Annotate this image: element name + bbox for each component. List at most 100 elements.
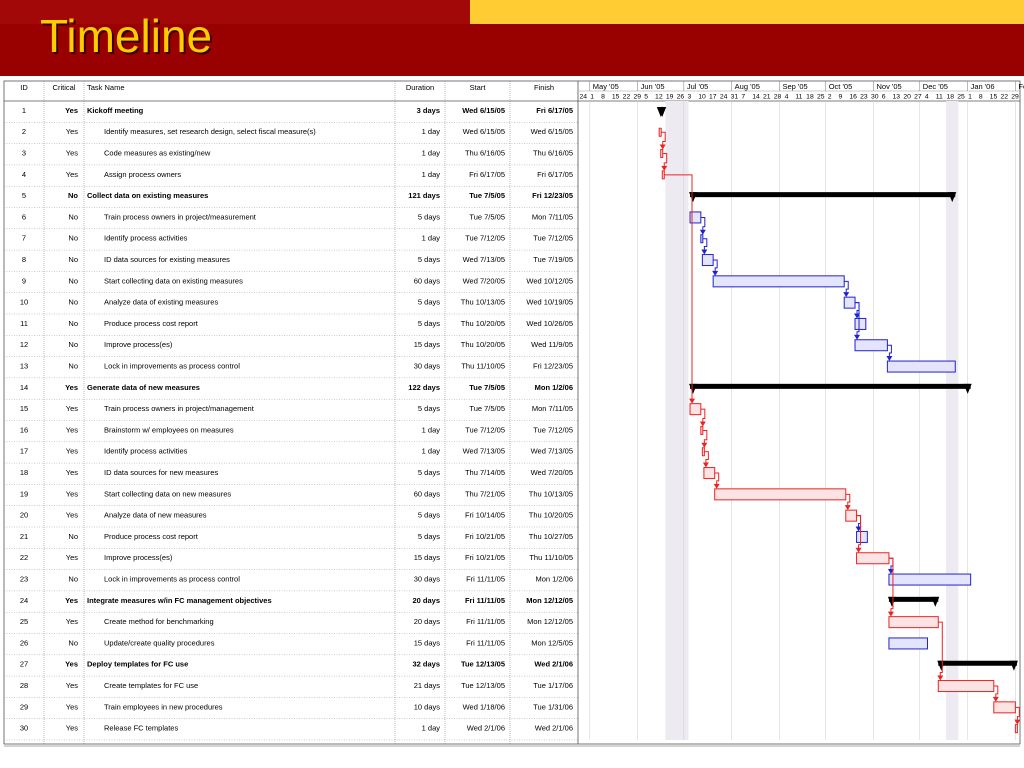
week-label: 8	[979, 94, 983, 101]
task-bar	[712, 275, 845, 288]
dependency-arrowhead	[701, 249, 708, 255]
task-start: Fri 11/11/05	[466, 617, 505, 626]
task-id: 2	[22, 127, 26, 136]
task-name: Improve process(es)	[104, 340, 173, 349]
week-label: 21	[763, 94, 771, 101]
task-start: Fri 10/21/05	[465, 532, 505, 541]
task-start: Thu 10/13/05	[461, 298, 505, 307]
month-label: Oct '05	[829, 82, 853, 91]
dependency-link	[662, 153, 668, 167]
week-label: 23	[860, 94, 868, 101]
summary-bar	[938, 660, 1017, 666]
week-label: 30	[871, 94, 879, 101]
month-label: Aug '05	[735, 82, 760, 91]
task-duration: 60 days	[414, 489, 441, 498]
task-duration: 15 days	[414, 553, 441, 562]
task-critical: No	[68, 255, 78, 264]
task-start: Tue 12/13/05	[461, 681, 505, 690]
task-finish: Fri 6/17/05	[536, 106, 573, 115]
week-label: 22	[1000, 94, 1008, 101]
task-duration: 1 day	[422, 149, 441, 158]
task-duration: 1 day	[422, 724, 441, 733]
task-name: Analyze data of new measures	[104, 511, 207, 520]
task-start: Wed 2/1/06	[467, 724, 505, 733]
task-finish: Mon 1/2/06	[535, 383, 573, 392]
task-id: 25	[20, 617, 28, 626]
task-start: Tue 7/5/05	[469, 404, 505, 413]
task-start: Tue 7/5/05	[469, 191, 505, 200]
task-critical: Yes	[65, 660, 78, 669]
task-bar	[700, 425, 704, 435]
slide-header: Timeline	[0, 0, 1024, 76]
task-bar	[888, 637, 928, 650]
task-id: 24	[20, 596, 28, 605]
week-label: 26	[677, 94, 685, 101]
task-name: Start collecting data on new measures	[104, 489, 231, 498]
task-duration: 1 day	[422, 447, 441, 456]
task-finish: Fri 12/23/05	[532, 191, 573, 200]
task-start: Tue 7/12/05	[465, 234, 505, 243]
task-critical: Yes	[66, 170, 78, 179]
task-bar	[700, 234, 704, 244]
task-name: Train employees in new procedures	[104, 702, 223, 711]
task-name: Start collecting data on existing measur…	[104, 276, 243, 285]
dependency-arrowhead	[937, 675, 944, 681]
task-finish: Mon 12/12/05	[527, 617, 573, 626]
task-start: Thu 6/16/05	[465, 149, 505, 158]
col-header-start: Start	[470, 83, 487, 92]
task-critical: No	[68, 638, 78, 647]
week-label: 12	[655, 94, 663, 101]
month-label: Nov '05	[877, 82, 902, 91]
task-bar	[661, 170, 665, 180]
dependency-link	[844, 280, 849, 294]
task-critical: No	[68, 532, 78, 541]
dependency-arrowhead	[854, 334, 861, 340]
task-name: Generate data of new measures	[87, 383, 200, 392]
task-finish: Wed 6/15/05	[531, 127, 573, 136]
task-name: Lock in improvements as process control	[104, 575, 240, 584]
task-start: Fri 11/11/05	[466, 638, 505, 647]
week-label: 4	[925, 94, 929, 101]
task-duration: 60 days	[414, 276, 441, 285]
task-bar	[714, 488, 847, 501]
month-label: Sep '05	[782, 82, 807, 91]
week-label: 25	[957, 94, 965, 101]
task-duration: 5 days	[418, 468, 440, 477]
week-label: 29	[1011, 94, 1019, 101]
task-critical: Yes	[66, 149, 78, 158]
task-name: Lock in improvements as process control	[104, 362, 240, 371]
task-duration: 121 days	[408, 191, 440, 200]
task-start: Wed 7/20/05	[463, 276, 505, 285]
week-label: 18	[946, 94, 954, 101]
dependency-link	[661, 131, 666, 146]
task-name: Analyze data of existing measures	[104, 298, 218, 307]
task-id: 19	[20, 489, 28, 498]
task-id: 4	[22, 170, 26, 179]
task-id: 7	[22, 234, 26, 243]
task-name: Produce process cost report	[104, 319, 199, 328]
week-label: 31	[731, 94, 739, 101]
week-label: 27	[914, 94, 922, 101]
task-finish: Mon 7/11/05	[532, 212, 573, 221]
task-start: Fri 10/14/05	[465, 511, 505, 520]
task-duration: 1 day	[422, 127, 441, 136]
task-id: 23	[20, 575, 28, 584]
week-label: 16	[849, 94, 857, 101]
task-id: 21	[20, 532, 28, 541]
task-bar	[689, 403, 702, 416]
week-label: 15	[612, 94, 620, 101]
dependency-arrowhead	[659, 144, 666, 150]
header-accent-bar	[470, 0, 1024, 24]
task-start: Wed 6/15/05	[462, 106, 505, 115]
task-bar	[701, 254, 714, 267]
col-header-id: ID	[20, 83, 28, 92]
dependency-link	[1015, 706, 1020, 721]
task-finish: Wed 10/19/05	[526, 298, 573, 307]
week-label: 11	[795, 94, 802, 101]
task-start: Thu 10/20/05	[461, 340, 505, 349]
task-critical: Yes	[66, 447, 78, 456]
task-critical: No	[68, 298, 78, 307]
task-id: 22	[20, 553, 28, 562]
task-id: 27	[20, 660, 28, 669]
dependency-link	[702, 238, 708, 251]
